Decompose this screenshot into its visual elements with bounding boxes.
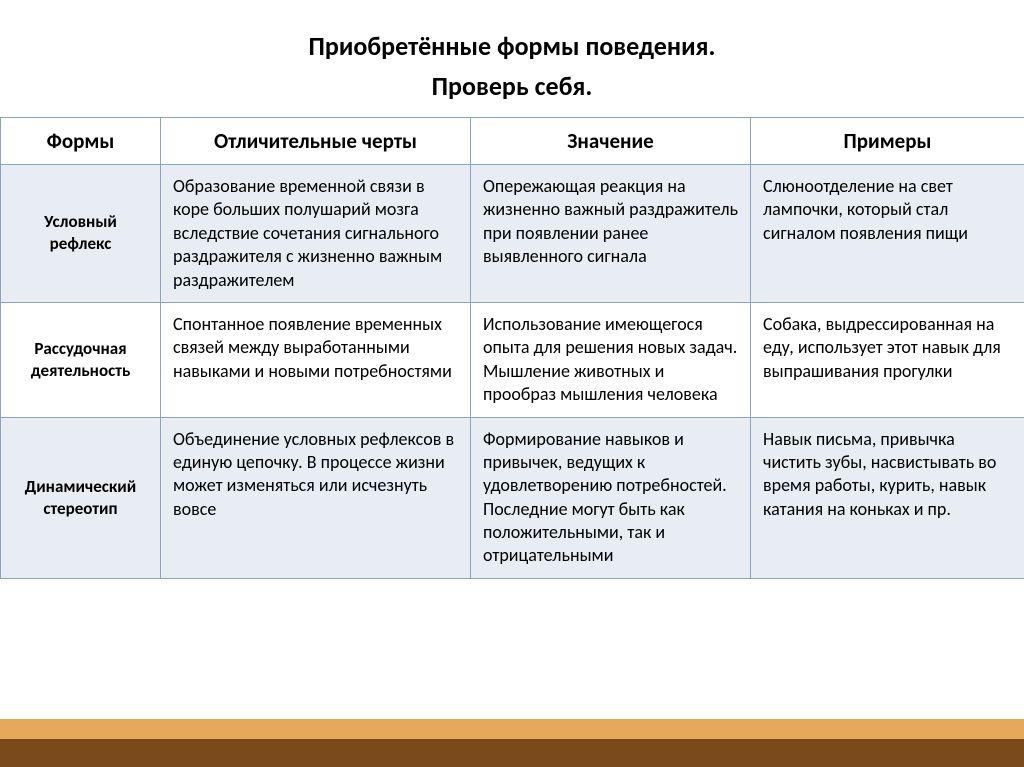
cell-traits: Спонтанное появление временных связей ме… xyxy=(161,302,471,417)
cell-examples: Навык письма, привычка чистить зубы, нас… xyxy=(751,417,1024,578)
row-label: Рассудочная деятельность xyxy=(1,302,161,417)
footer-band-top xyxy=(0,719,1024,739)
row-label: Динамический стереотип xyxy=(1,417,161,578)
footer-band xyxy=(0,719,1024,767)
table-row: Рассудочная деятельностьСпонтанное появл… xyxy=(1,302,1024,417)
col-header-forms: Формы xyxy=(1,118,161,165)
cell-examples: Собака, выдрессированная на еду, использ… xyxy=(751,302,1024,417)
title-block: Приобретённые формы поведения. Проверь с… xyxy=(0,0,1024,117)
cell-examples: Слюноотделение на свет лампочки, который… xyxy=(751,165,1024,303)
cell-meaning: Формирование навыков и привычек, ведущих… xyxy=(471,417,751,578)
cell-traits: Образование временной связи в коре больш… xyxy=(161,165,471,303)
cell-meaning: Опережающая реакция на жизненно важный р… xyxy=(471,165,751,303)
col-header-traits: Отличительные черты xyxy=(161,118,471,165)
col-header-examples: Примеры xyxy=(751,118,1024,165)
cell-traits: Объединение условных рефлексов в единую … xyxy=(161,417,471,578)
table-header-row: Формы Отличительные черты Значение Приме… xyxy=(1,118,1024,165)
page-title: Приобретённые формы поведения. xyxy=(0,30,1024,62)
cell-meaning: Использование имеющегося опыта для решен… xyxy=(471,302,751,417)
table-row: Условный рефлексОбразование временной св… xyxy=(1,165,1024,303)
row-label: Условный рефлекс xyxy=(1,165,161,303)
col-header-meaning: Значение xyxy=(471,118,751,165)
footer-band-bottom xyxy=(0,739,1024,767)
page-subtitle: Проверь себя. xyxy=(0,70,1024,102)
behavior-table: Формы Отличительные черты Значение Приме… xyxy=(0,117,1024,579)
table-row: Динамический стереотипОбъединение условн… xyxy=(1,417,1024,578)
